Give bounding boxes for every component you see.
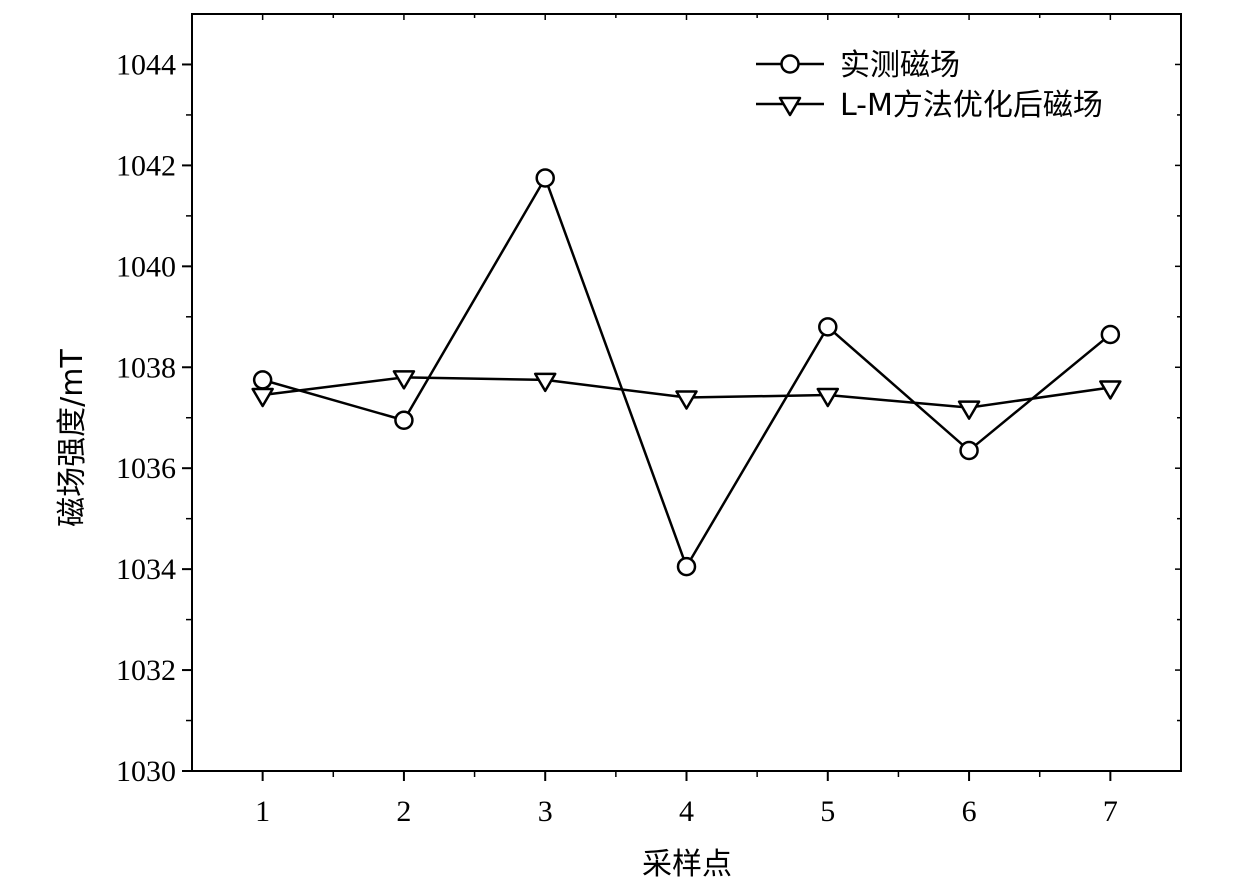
legend-item: L-M方法优化后磁场 [756,88,1103,123]
x-tick-label: 1 [255,795,270,828]
data-point [392,370,416,390]
data-point [816,387,840,408]
x-tick-label: 2 [396,795,411,828]
data-point [1100,324,1121,345]
series-1 [252,168,1121,577]
x-axis-title: 采样点 [642,847,732,882]
legend: 实测磁场 L-M方法优化后磁场 [756,48,1103,123]
data-point [818,317,838,337]
x-tick-label: 4 [679,795,694,828]
data-point [533,372,557,393]
series-line [262,175,1112,570]
y-tick-label: 1038 [116,351,176,384]
y-tick-label: 1036 [116,452,176,485]
y-tick-label: 1030 [116,755,176,788]
data-point [394,410,414,431]
series-2 [251,370,1122,420]
data-point [675,390,698,410]
legend-label: 实测磁场 [840,48,960,83]
data-point [676,556,697,577]
data-point [252,370,273,390]
x-tick-label: 7 [1103,795,1118,828]
legend-label: L-M方法优化后磁场 [840,88,1103,123]
data-point [959,440,979,461]
y-tick-label: 1032 [116,654,176,687]
legend-item: 实测磁场 [756,48,960,83]
x-tick-label: 6 [962,795,977,828]
data-point [251,387,274,408]
x-tick-label: 5 [820,795,835,828]
y-tick-label: 1040 [116,250,176,283]
legend-marker [778,96,802,117]
y-tick-label: 1042 [116,149,176,182]
data-point [957,400,981,420]
y-tick-label: 1034 [116,553,176,586]
data-point [1099,380,1122,400]
y-axis-title: 磁场强度/mT [55,348,90,526]
legend-marker [780,54,800,74]
x-tick-label: 3 [538,795,553,828]
y-tick-label: 1044 [116,48,176,81]
data-point [535,168,555,188]
